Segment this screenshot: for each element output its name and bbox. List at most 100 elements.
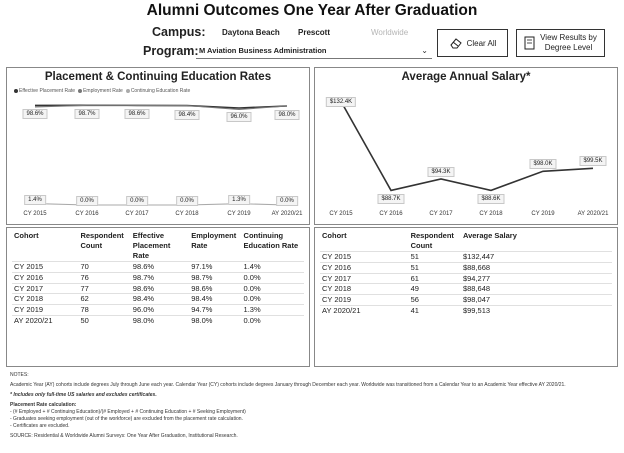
placement-table-panel: Cohort Respondent Count Effective Placement … — [6, 227, 310, 367]
placement-table-row: CY 2015 70 98.6% 97.1% 1.4% — [12, 261, 304, 273]
placement-table-cell-employment-rate: 94.7% — [189, 304, 242, 316]
legend-item-continuing-education: Continuing Education Rate — [125, 88, 191, 94]
x-tick-cy-2016: CY 2016 — [379, 211, 403, 217]
data-label-continuing-cy-2018: 0.0% — [176, 196, 198, 206]
placement-table-cell-continuing-education-rate: 0.0% — [241, 282, 304, 294]
notes-source: SOURCE: Residential & Worldwide Alumni S… — [10, 433, 238, 439]
placement-table-header-employment-rate[interactable]: Employment Rate — [191, 231, 237, 250]
placement-table-cell-continuing-education-rate: 0.0% — [241, 314, 304, 326]
campus-option-daytona-beach[interactable]: Daytona Beach — [222, 28, 280, 37]
data-label-salary-ay-2020-21: $99.5K — [579, 156, 607, 167]
notes-salary-footnote: * Includes only full-time US salaries an… — [10, 392, 157, 398]
placement-table-cell-continuing-education-rate: 0.0% — [241, 271, 304, 284]
salary-table-row: CY 2018 49 $88,648 — [320, 283, 612, 295]
placement-table: Cohort Respondent Count Effective Placement … — [12, 231, 304, 326]
x-tick-cy-2019: CY 2019 — [531, 211, 555, 217]
line-average-salary — [340, 101, 594, 192]
placement-table-cell-cohort: CY 2019 — [12, 304, 79, 316]
x-tick-ay-2020-21: AY 2020/21 — [577, 211, 609, 217]
salary-table-header-respondent-count[interactable]: Respondent Count — [410, 231, 454, 250]
data-label-salary-cy-2016: $88.7K — [377, 194, 405, 205]
placement-table-cell-respondent-count: 62 — [78, 293, 131, 305]
placement-table-cell-respondent-count: 76 — [78, 271, 131, 284]
view-results-by-degree-button[interactable]: View Results by Degree Level — [516, 29, 605, 57]
placement-table-header-cohort[interactable]: Cohort — [14, 231, 39, 240]
placement-table-cell-effective-placement-rate: 98.6% — [130, 282, 190, 294]
chevron-down-icon: ⌄ — [421, 46, 428, 55]
campus-option-prescott[interactable]: Prescott — [298, 28, 331, 37]
salary-table-cell-average-salary: $88,668 — [460, 261, 612, 274]
salary-table-row: CY 2019 56 $98,047 — [320, 294, 612, 306]
data-label-effective-cy-2015: 98.6% — [22, 109, 48, 120]
placement-table-cell-continuing-education-rate: 1.4% — [241, 261, 304, 273]
notes-formula: - (# Employed + # Continuing Education)/… — [10, 409, 246, 415]
x-tick-cy-2015: CY 2015 — [23, 211, 47, 217]
clear-all-button[interactable]: Clear All — [437, 29, 508, 57]
placement-table-cell-respondent-count: 50 — [78, 314, 131, 326]
placement-table-cell-continuing-education-rate: 0.0% — [241, 293, 304, 305]
program-dropdown[interactable]: M Aviation Business Administration ⌄ — [196, 44, 432, 59]
placement-table-cell-effective-placement-rate: 96.0% — [130, 304, 190, 316]
salary-table-cell-average-salary: $132,447 — [460, 251, 612, 263]
salary-table-header-average-salary[interactable]: Average Salary — [462, 231, 517, 240]
placement-table-row: AY 2020/21 50 98.0% 98.0% 0.0% — [12, 314, 304, 326]
placement-chart-plot — [34, 104, 288, 206]
legend-label-continuing-education: Continuing Education Rate — [130, 88, 191, 94]
campus-label: Campus: — [152, 25, 206, 39]
data-label-continuing-cy-2016: 0.0% — [76, 196, 98, 206]
placement-table-cell-effective-placement-rate: 98.6% — [130, 261, 190, 273]
salary-table-cell-average-salary: $88,648 — [460, 283, 612, 295]
notes-placement-heading: Placement Rate calculation: — [10, 402, 77, 408]
salary-table-cell-respondent-count: 61 — [408, 272, 461, 284]
legend-marker-continuing-education — [125, 88, 130, 93]
x-tick-cy-2019: CY 2019 — [227, 211, 251, 217]
placement-table-cell-employment-rate: 98.6% — [189, 282, 242, 294]
salary-table-row: AY 2020/21 41 $99,513 — [320, 304, 612, 316]
x-tick-cy-2017: CY 2017 — [125, 211, 149, 217]
legend-marker-employment — [78, 88, 83, 93]
salary-table-cell-cohort: CY 2016 — [320, 261, 409, 274]
placement-chart-panel: Placement & Continuing Education Rates E… — [6, 67, 310, 225]
placement-table-cell-respondent-count: 78 — [78, 304, 131, 316]
x-tick-cy-2016: CY 2016 — [75, 211, 99, 217]
placement-table-cell-cohort: CY 2015 — [12, 261, 79, 273]
placement-chart-title: Placement & Continuing Education Rates — [44, 71, 272, 83]
view-results-label-line1: View Results by — [540, 33, 597, 42]
placement-chart-legend: Effective Placement Rate Employment Rate… — [14, 88, 190, 94]
salary-table-header-cohort[interactable]: Cohort — [322, 231, 347, 240]
placement-table-header-respondent-count[interactable]: Respondent Count — [80, 231, 124, 250]
salary-table: Cohort Respondent Count Average Salary CY 2… — [320, 231, 612, 316]
salary-table-cell-cohort: CY 2017 — [320, 272, 409, 284]
data-label-continuing-cy-2015: 1.4% — [24, 194, 46, 205]
salary-chart-panel: Average Annual Salary* $132.4K $88.7K $94.… — [314, 67, 618, 225]
view-results-label-line2: Degree Level — [544, 43, 593, 52]
data-label-salary-cy-2015: $132.4K — [325, 97, 357, 108]
placement-table-cell-employment-rate: 98.0% — [189, 314, 242, 326]
salary-table-cell-average-salary: $98,047 — [460, 294, 612, 306]
salary-table-cell-cohort: CY 2019 — [320, 294, 409, 306]
placement-table-cell-respondent-count: 77 — [78, 282, 131, 294]
salary-table-cell-respondent-count: 51 — [408, 261, 461, 274]
salary-table-cell-average-salary: $99,513 — [460, 304, 612, 316]
placement-table-cell-cohort: CY 2016 — [12, 271, 79, 284]
placement-table-cell-employment-rate: 97.1% — [189, 261, 242, 273]
campus-option-worldwide[interactable]: Worldwide — [371, 28, 409, 37]
salary-chart-title: Average Annual Salary* — [401, 71, 531, 83]
placement-table-row: CY 2019 78 96.0% 94.7% 1.3% — [12, 304, 304, 316]
data-label-salary-cy-2019: $98.0K — [529, 159, 557, 170]
placement-table-header-effective-placement-rate[interactable]: Effective Placement Rate — [132, 231, 171, 260]
notes-heading: NOTES: — [10, 372, 29, 378]
salary-table-panel: Cohort Respondent Count Average Salary CY 2… — [314, 227, 618, 367]
data-label-continuing-cy-2019: 1.3% — [228, 194, 250, 205]
placement-table-cell-continuing-education-rate: 1.3% — [241, 304, 304, 316]
placement-table-row: CY 2017 77 98.6% 98.6% 0.0% — [12, 282, 304, 294]
salary-table-header-row: Cohort Respondent Count Average Salary — [320, 231, 612, 252]
salary-table-row: CY 2016 51 $88,668 — [320, 261, 612, 274]
legend-marker-effective-placement — [14, 88, 18, 93]
placement-table-header-continuing-education-rate[interactable]: Continuing Education Rate — [243, 231, 299, 250]
placement-table-cell-cohort: AY 2020/21 — [12, 314, 79, 326]
notes-section: NOTES: Academic Year (AY) cohorts includ… — [10, 372, 610, 443]
eraser-icon — [449, 38, 462, 49]
data-label-effective-cy-2016: 98.7% — [74, 109, 100, 120]
x-tick-ay-2020-21: AY 2020/21 — [271, 211, 303, 217]
